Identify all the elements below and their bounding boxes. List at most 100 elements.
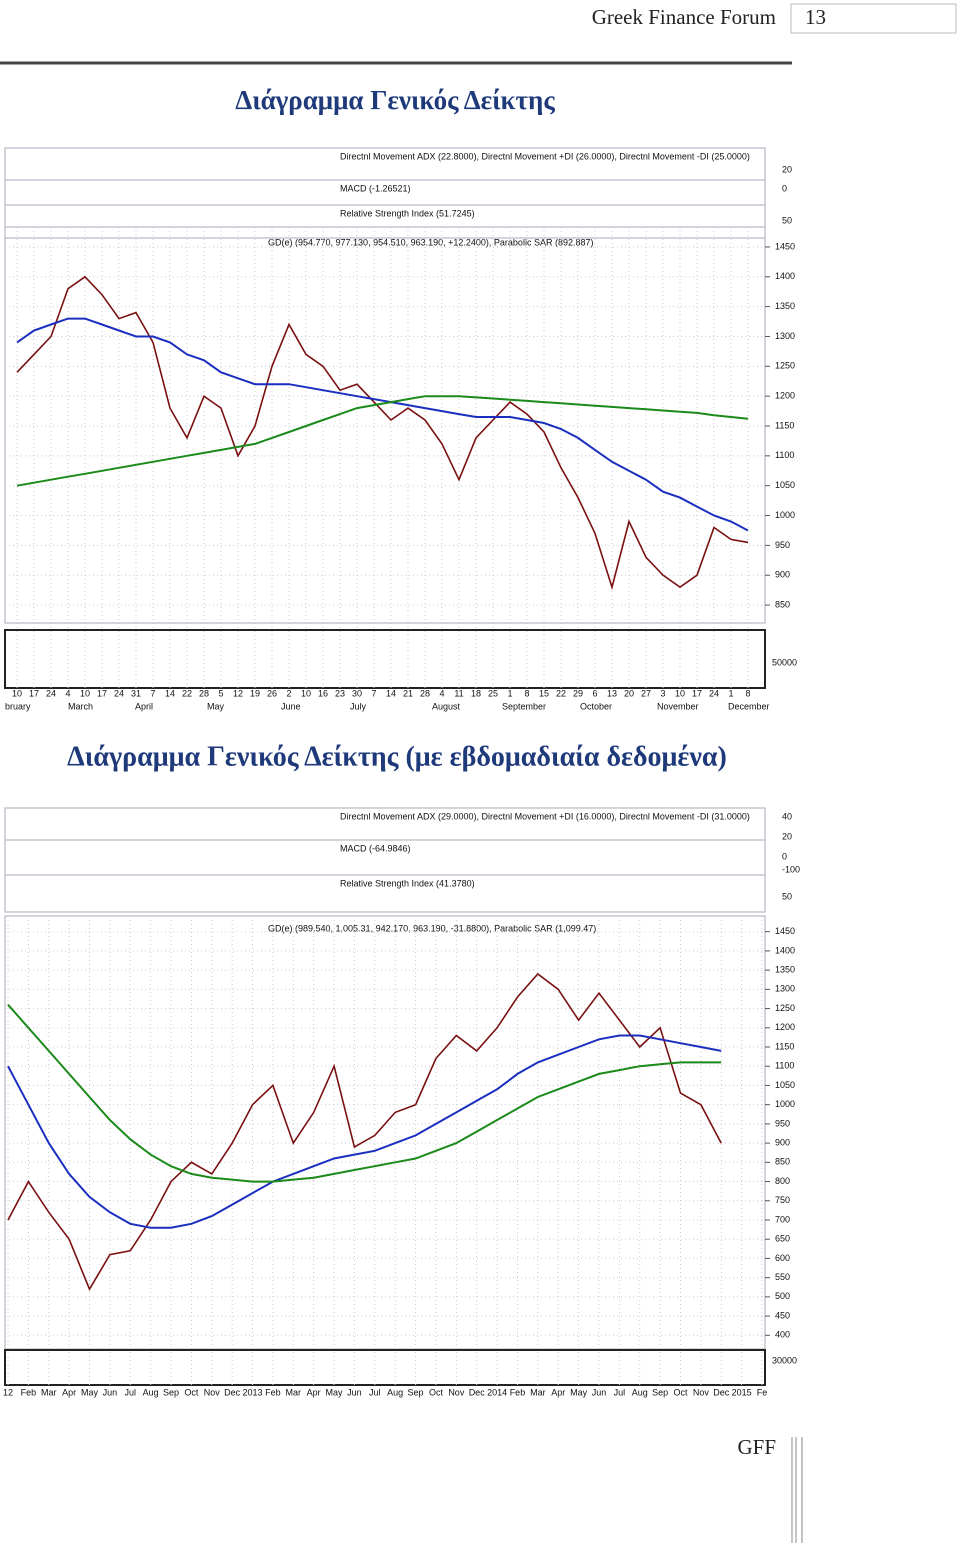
x-tick-label: 31 [131, 688, 141, 698]
x-tick-label: Dec [469, 1387, 486, 1397]
indicator-label: Relative Strength Index (51.7245) [340, 208, 475, 218]
x-tick-label: 8 [524, 688, 529, 698]
x-tick-label: 12 [233, 688, 243, 698]
x-tick-label: May [570, 1387, 588, 1397]
y-tick-label: 900 [775, 1137, 790, 1147]
x-tick-label: 22 [182, 688, 192, 698]
y-tick-label: 1100 [775, 1061, 794, 1071]
indicator-panel [4, 204, 766, 239]
x-tick-label: Aug [387, 1387, 403, 1397]
y-tick-label: 750 [775, 1195, 790, 1205]
section-title: Διάγραμμα Γενικός Δείκτης (με εβδομαδιαί… [67, 741, 727, 772]
x-tick-label: Jul [369, 1387, 381, 1397]
x-tick-label: 19 [250, 688, 260, 698]
y-tick-label: 650 [775, 1234, 790, 1244]
x-tick-label: Mar [286, 1387, 302, 1397]
y-tick-label: 450 [775, 1310, 790, 1320]
indicator-label: Relative Strength Index (41.3780) [340, 878, 475, 888]
indicator-label: MACD (-1.26521) [340, 183, 411, 193]
y-tick-label: 550 [775, 1272, 790, 1282]
x-tick-label: 14 [386, 688, 396, 698]
x-tick-label: 10 [675, 688, 685, 698]
y-tick-label: 500 [775, 1291, 790, 1301]
y-tick-label: 1300 [775, 331, 795, 341]
x-tick-label: 3 [660, 688, 665, 698]
x-tick-label: 17 [29, 688, 39, 698]
x-tick-label: 4 [439, 688, 444, 698]
x-tick-label: 24 [114, 688, 124, 698]
y-tick-label: 700 [775, 1214, 790, 1224]
x-tick-label: Apr [551, 1387, 565, 1397]
y-tick-label: 1300 [775, 984, 795, 994]
x-tick-label: 29 [573, 688, 583, 698]
x-tick-label: 2 [286, 688, 291, 698]
x-tick-label: Apr [307, 1387, 321, 1397]
month-label: May [207, 701, 225, 711]
y-tick-label: 1250 [775, 361, 795, 371]
volume-panel [4, 1349, 766, 1386]
x-tick-label: 8 [745, 688, 750, 698]
indicator-tick: 20 [782, 831, 792, 841]
x-tick-label: Mar [530, 1387, 546, 1397]
y-tick-label: 1050 [775, 480, 795, 490]
x-tick-label: 26 [267, 688, 277, 698]
x-tick-label: Fe [757, 1387, 768, 1397]
x-tick-label: Nov [448, 1387, 465, 1397]
series-line [16, 395, 749, 487]
month-label: April [135, 701, 153, 711]
x-tick-label: 17 [692, 688, 702, 698]
x-tick-label: 15 [539, 688, 549, 698]
x-tick-label: Feb [21, 1387, 37, 1397]
x-tick-label: Oct [429, 1387, 444, 1397]
indicator-tick: 50 [782, 215, 792, 225]
x-tick-label: Jun [592, 1387, 607, 1397]
x-tick-label: May [81, 1387, 99, 1397]
series-line [16, 317, 749, 532]
x-tick-label: Dec [713, 1387, 730, 1397]
x-tick-label: 6 [592, 688, 597, 698]
indicator-tick: 20 [782, 164, 792, 174]
month-label: March [68, 701, 93, 711]
x-tick-label: Sep [652, 1387, 668, 1397]
x-tick-label: 21 [403, 688, 413, 698]
series-line [16, 275, 749, 591]
x-tick-label: 18 [471, 688, 481, 698]
series-line [7, 1004, 722, 1183]
indicator-label: Directnl Movement ADX (22.8000), Directn… [340, 151, 750, 161]
x-tick-label: Sep [163, 1387, 179, 1397]
price-label: GD(e) (954.770, 977.130, 954.510, 963.19… [268, 237, 593, 247]
x-tick-label: Feb [265, 1387, 281, 1397]
y-tick-label: 1250 [775, 1003, 795, 1013]
price-panel [4, 915, 766, 1350]
y-tick-label: 850 [775, 599, 790, 609]
indicator-label: MACD (-64.9846) [340, 843, 411, 853]
price-label: GD(e) (989.540, 1,005.31, 942.170, 963.1… [268, 923, 596, 933]
month-label: September [502, 701, 546, 711]
x-tick-label: Jun [347, 1387, 362, 1397]
header-title: Greek Finance Forum [592, 5, 776, 29]
indicator-panel [4, 874, 766, 913]
x-tick-label: 2014 [487, 1387, 507, 1397]
y-tick-label: 950 [775, 540, 790, 550]
x-tick-label: 1 [507, 688, 512, 698]
x-tick-label: Aug [632, 1387, 648, 1397]
volume-tick: 30000 [772, 1355, 797, 1365]
section-title: Διάγραμμα Γενικός Δείκτης [235, 85, 555, 115]
y-tick-label: 1450 [775, 241, 795, 251]
x-tick-label: 2013 [243, 1387, 263, 1397]
x-tick-label: 28 [199, 688, 209, 698]
y-tick-label: 850 [775, 1157, 790, 1167]
y-tick-label: 1050 [775, 1080, 795, 1090]
y-tick-label: 1000 [775, 510, 795, 520]
x-tick-label: 25 [488, 688, 498, 698]
y-tick-label: 400 [775, 1330, 790, 1340]
y-tick-label: 900 [775, 570, 790, 580]
x-tick-label: 24 [46, 688, 56, 698]
x-tick-label: Feb [510, 1387, 526, 1397]
x-tick-label: 28 [420, 688, 430, 698]
y-tick-label: 1200 [775, 391, 795, 401]
y-tick-label: 1200 [775, 1022, 795, 1032]
x-tick-label: 13 [607, 688, 617, 698]
